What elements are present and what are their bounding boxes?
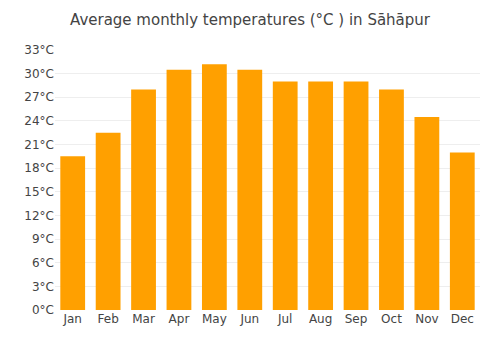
svg-text:Jun: Jun bbox=[239, 312, 259, 326]
svg-text:May: May bbox=[202, 312, 227, 326]
svg-text:Mar: Mar bbox=[132, 312, 155, 326]
svg-text:30°C: 30°C bbox=[24, 67, 54, 81]
svg-text:15°C: 15°C bbox=[24, 185, 54, 199]
svg-text:Feb: Feb bbox=[98, 312, 119, 326]
svg-text:9°C: 9°C bbox=[32, 232, 54, 246]
svg-text:6°C: 6°C bbox=[32, 256, 54, 270]
svg-text:12°C: 12°C bbox=[24, 209, 54, 223]
svg-text:27°C: 27°C bbox=[24, 90, 54, 104]
svg-text:Dec: Dec bbox=[451, 312, 474, 326]
svg-text:Average monthly temperatures (: Average monthly temperatures (°C ) in Sā… bbox=[70, 11, 431, 29]
svg-text:Jul: Jul bbox=[277, 312, 292, 326]
svg-text:21°C: 21°C bbox=[24, 138, 54, 152]
svg-text:24°C: 24°C bbox=[24, 114, 54, 128]
svg-text:Oct: Oct bbox=[381, 312, 402, 326]
svg-text:Apr: Apr bbox=[169, 312, 190, 326]
svg-text:Jan: Jan bbox=[62, 312, 82, 326]
svg-text:Sep: Sep bbox=[345, 312, 368, 326]
svg-text:Nov: Nov bbox=[415, 312, 438, 326]
svg-text:0°C: 0°C bbox=[32, 303, 54, 317]
svg-text:3°C: 3°C bbox=[32, 280, 54, 294]
svg-text:33°C: 33°C bbox=[24, 43, 54, 57]
svg-text:18°C: 18°C bbox=[24, 161, 54, 175]
svg-text:Aug: Aug bbox=[309, 312, 332, 326]
